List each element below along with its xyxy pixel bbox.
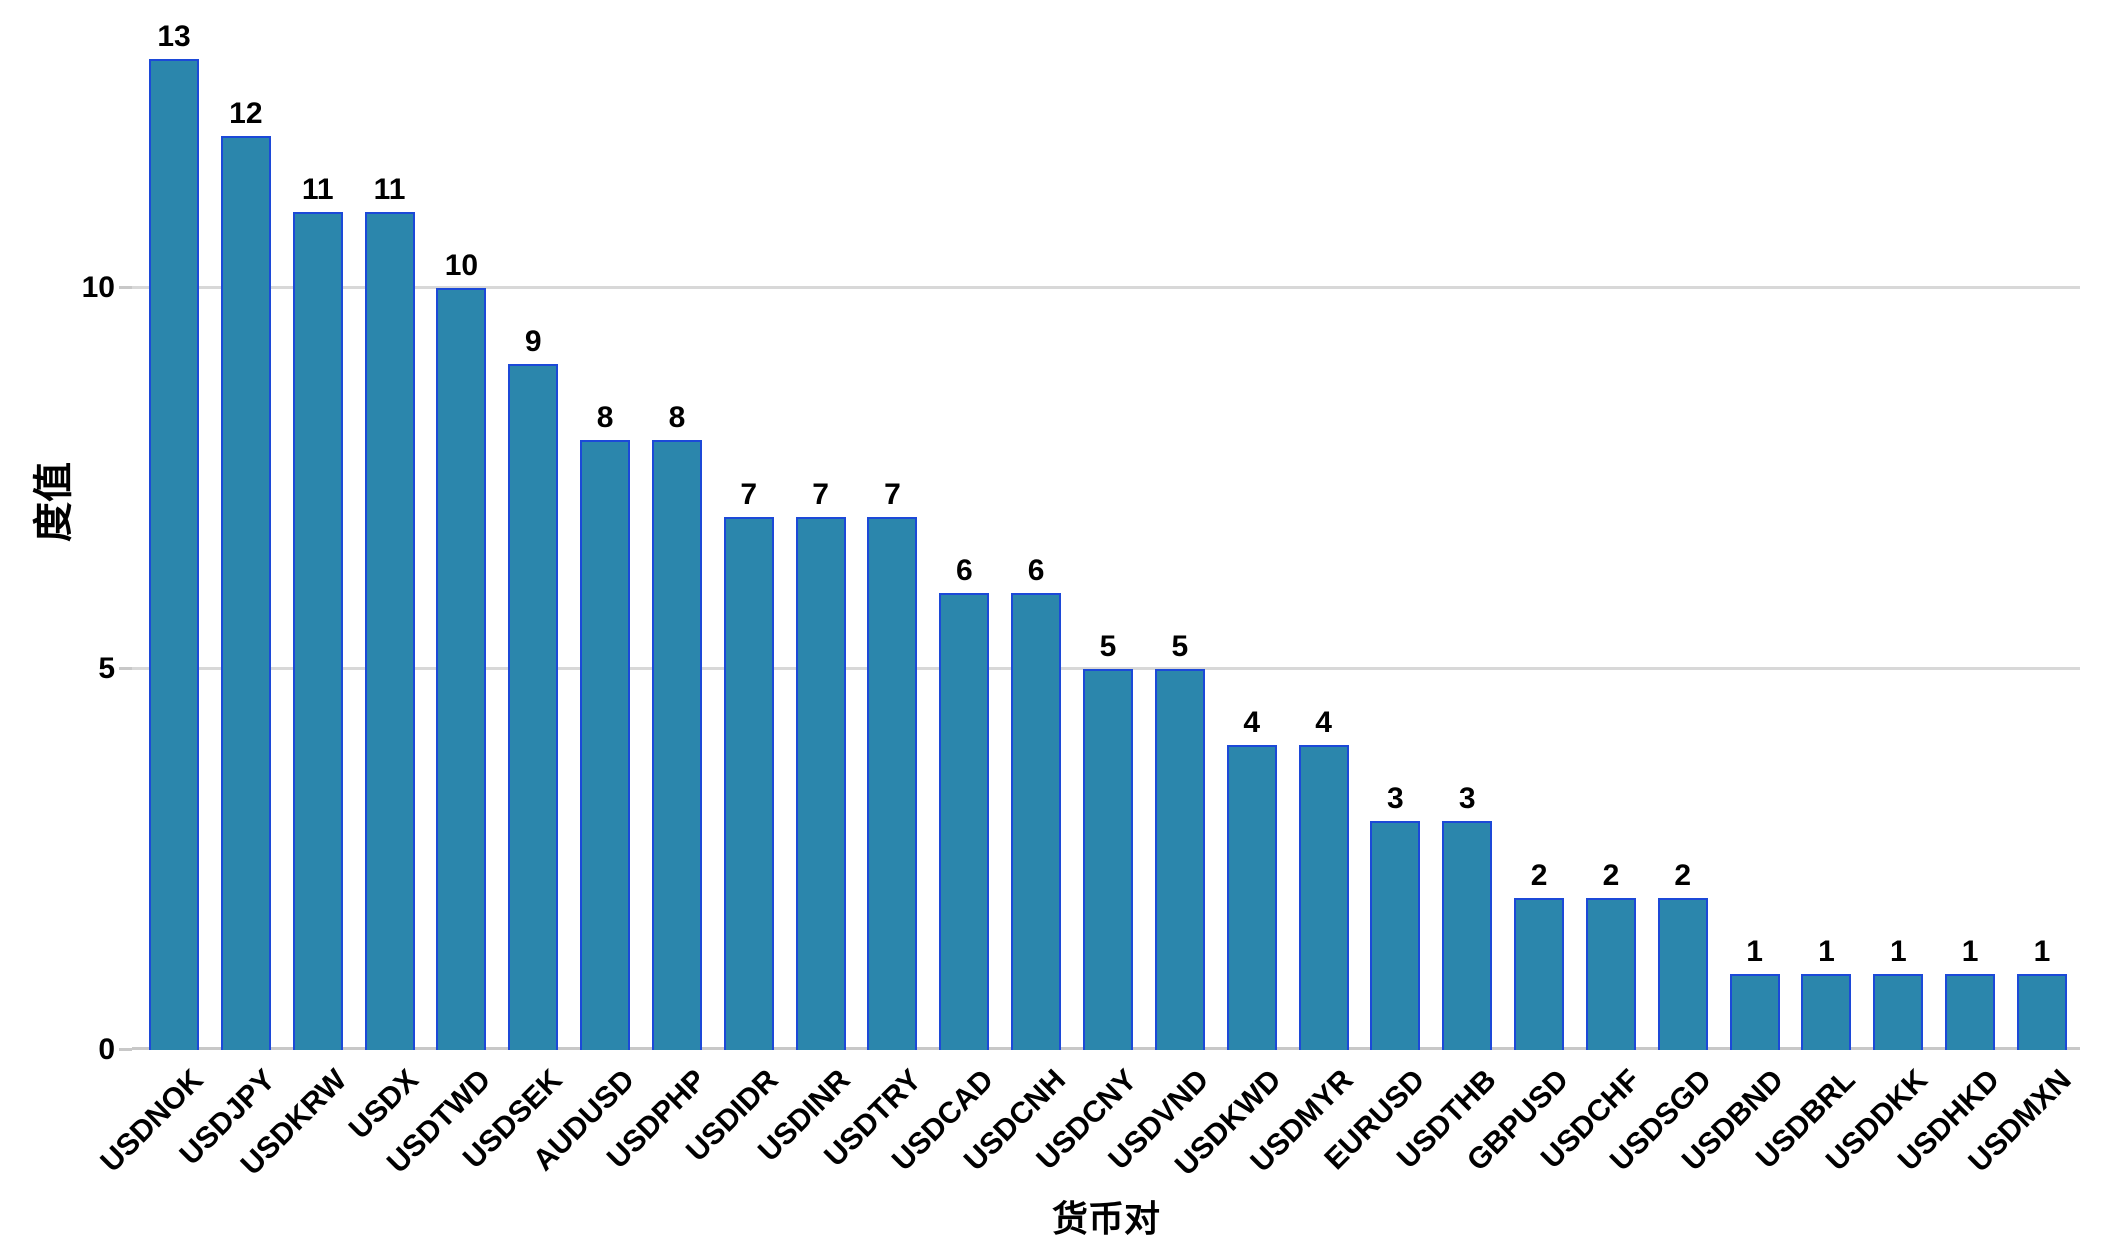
bar-value-label: 1 (1746, 934, 1763, 968)
bar-value-label: 3 (1387, 782, 1404, 816)
bar-value-label: 4 (1243, 706, 1261, 740)
bar-value-label: 1 (1961, 934, 1979, 968)
bar-USDSEK (508, 364, 559, 1050)
y-tick-mark (119, 286, 132, 289)
bar-USDCNY (1082, 669, 1133, 1050)
y-tick-mark (119, 1048, 132, 1051)
bar-value-label: 7 (884, 477, 901, 511)
y-tick-label: 0 (98, 1033, 115, 1066)
bar-value-label: 6 (955, 553, 973, 587)
bar-value-label: 5 (1099, 630, 1117, 663)
bar-value-label: 5 (1171, 630, 1189, 663)
bar-value-label: 1 (1818, 934, 1835, 968)
bar-value-label: 4 (1315, 706, 1332, 740)
bar-EURUSD (1370, 821, 1421, 1050)
y-tick-label: 10 (81, 271, 115, 304)
bar-USDBND (1729, 973, 1780, 1050)
y-axis-title: 度值 (32, 462, 76, 542)
bar-value-label: 2 (1674, 858, 1692, 892)
bar-USDPHP (651, 440, 702, 1050)
bar-USDMYR (1298, 745, 1349, 1050)
bar-value-label: 10 (444, 249, 479, 282)
bar-USDIDR (723, 516, 774, 1050)
bar-value-label: 11 (301, 172, 334, 206)
bar-USDJPY (220, 135, 271, 1050)
bar-value-label: 2 (1530, 858, 1548, 892)
bar-USDMXN (2016, 973, 2067, 1050)
bar-value-label: 7 (812, 477, 829, 511)
y-tick-mark (119, 667, 132, 670)
bar-value-label: 1 (1889, 934, 1907, 968)
bar-USDSGD (1657, 897, 1708, 1050)
x-axis-title: 货币对 (1051, 1198, 1160, 1239)
bar-USDKRW (292, 211, 343, 1050)
bar-value-label: 11 (373, 172, 406, 206)
y-gridline (132, 667, 2080, 670)
bar-USDINR (795, 516, 846, 1050)
bar-GBPUSD (1514, 897, 1565, 1050)
bar-USDKWD (1226, 745, 1277, 1050)
bar-value-label: 9 (524, 325, 542, 359)
y-tick-label: 5 (98, 652, 115, 685)
bar-value-label: 1 (2033, 934, 2051, 968)
bar-USDCAD (939, 592, 990, 1050)
bar-value-label: 6 (1027, 553, 1045, 587)
bar-value-label: 13 (157, 20, 191, 54)
bar-USDDKK (1873, 973, 1924, 1050)
bar-USDCHF (1585, 897, 1636, 1050)
y-gridline (132, 286, 2080, 289)
bar-value-label: 7 (740, 477, 758, 511)
bar-USDNOK (149, 59, 199, 1050)
bar-USDVND (1154, 669, 1205, 1050)
bar-USDX (364, 211, 415, 1050)
bar-USDTWD (436, 288, 487, 1050)
bar-USDBRL (1801, 973, 1852, 1050)
bar-value-label: 8 (596, 401, 614, 435)
bar-value-label: 12 (229, 96, 263, 130)
bar-USDCNH (1011, 592, 1062, 1050)
bar-USDHKD (1945, 973, 1996, 1050)
bar-USDTRY (867, 516, 918, 1050)
bar-value-label: 2 (1602, 858, 1620, 892)
bar-value-label: 8 (668, 401, 686, 435)
bar-AUDUSD (580, 440, 631, 1050)
bar-USDTHB (1442, 821, 1493, 1050)
bar-value-label: 3 (1458, 782, 1476, 816)
